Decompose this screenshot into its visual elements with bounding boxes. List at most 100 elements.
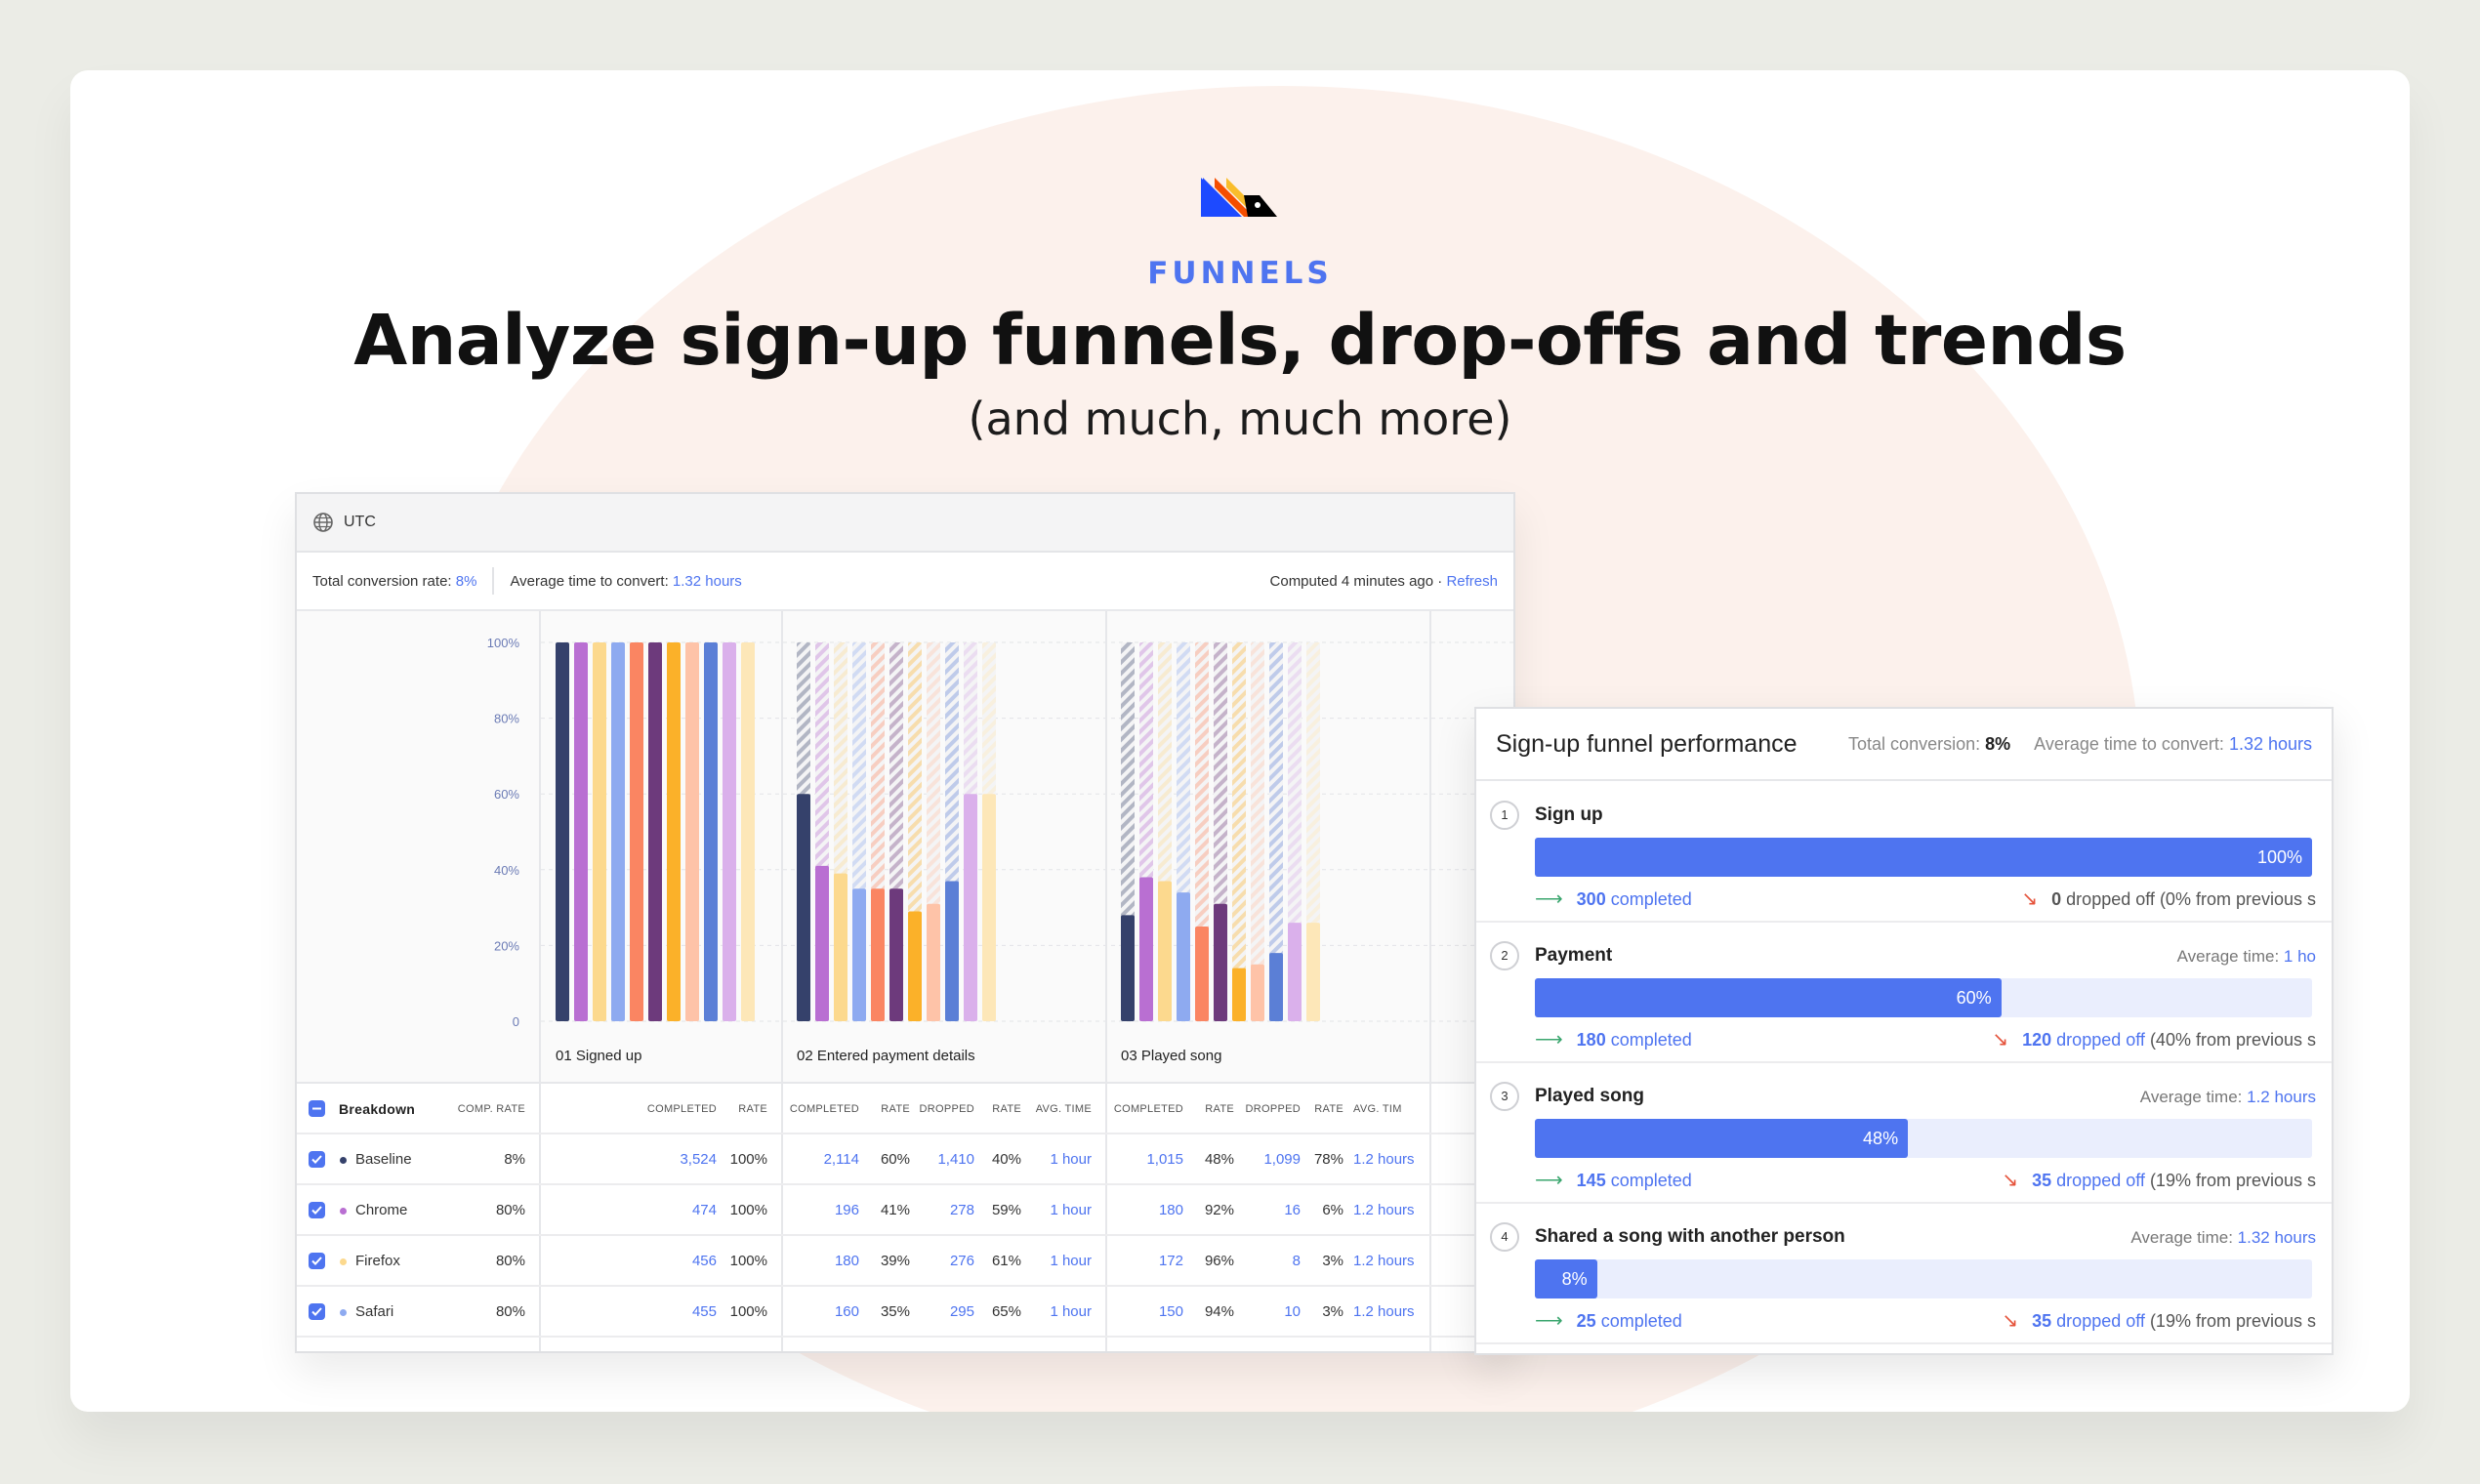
dropped-header[interactable]: DROPPED: [1245, 1103, 1301, 1115]
step-completed[interactable]: ⟶ 300 completed: [1535, 886, 1692, 911]
dropped-cell[interactable]: 1,410: [937, 1151, 974, 1168]
avg-time-cell[interactable]: 1.2 hours: [1353, 1151, 1415, 1168]
step-name: Sign up: [1535, 804, 1603, 825]
completed-word: completed: [1610, 1030, 1692, 1050]
avg-time-cell[interactable]: 1 hour: [1050, 1253, 1092, 1269]
funnel-chart-svg: 100% 80% 60% 40% 20% 0 01 Signed up 02 Entered …: [487, 636, 1513, 1064]
funnel-bar: [889, 888, 903, 1021]
rate-header[interactable]: RATE: [992, 1103, 1021, 1115]
rate-cell: 39%: [880, 1253, 910, 1269]
y-tick-label: 60%: [494, 787, 519, 802]
funnel-bar: [1288, 923, 1302, 1021]
dropped-cell[interactable]: 8: [1292, 1253, 1301, 1269]
rate-header[interactable]: RATE: [1205, 1103, 1234, 1115]
completed-cell[interactable]: 2,114: [823, 1151, 859, 1168]
funnel-bar: [574, 642, 588, 1021]
step-label: 01 Signed up: [556, 1048, 641, 1064]
completed-cell[interactable]: 160: [834, 1303, 859, 1320]
completed-cell[interactable]: 1,015: [1146, 1151, 1183, 1168]
funnel-step[interactable]: 1 Sign up 100% ⟶ 300 completed ↘ 0 dropped of…: [1476, 783, 2332, 923]
refresh-link[interactable]: Refresh: [1446, 572, 1498, 590]
dropped-cell[interactable]: 278: [949, 1202, 974, 1218]
breakdown-name: Chrome: [355, 1202, 408, 1218]
funnel-step[interactable]: 2 Payment Average time: 1 ho 60% ⟶ 180 comple…: [1476, 924, 2332, 1063]
step-dropped[interactable]: ↘ 120 dropped off (40% from previous s: [1992, 1027, 2316, 1051]
comp-rate-header[interactable]: COMP. RATE: [457, 1103, 525, 1115]
table-row[interactable]: Safari 80% 455 100% 160 35% 295 65% 1 hour 150 94%…: [297, 1287, 1513, 1338]
completed-cell[interactable]: 456: [691, 1253, 717, 1269]
row-checkbox[interactable]: [309, 1151, 325, 1168]
completed-header[interactable]: COMPLETED: [1113, 1103, 1183, 1115]
completed-header[interactable]: COMPLETED: [789, 1103, 859, 1115]
rate-cell: 35%: [880, 1303, 910, 1320]
funnel-bar: [964, 794, 977, 1021]
step-name: Shared a song with another person: [1535, 1226, 1845, 1247]
completed-cell[interactable]: 172: [1158, 1253, 1183, 1269]
step-progress-track: 8%: [1535, 1259, 2312, 1298]
funnel-bar: [1177, 892, 1190, 1021]
arrow-right-icon: ⟶: [1535, 1310, 1563, 1332]
y-tick-label: 80%: [494, 712, 519, 726]
completed-word: completed: [1610, 1171, 1692, 1190]
dropped-word: dropped off: [2056, 1311, 2145, 1331]
globe-icon[interactable]: [312, 512, 334, 533]
funnel-meta: Total conversion: 8% Average time to con…: [1848, 734, 2312, 755]
select-all-checkbox[interactable]: [309, 1100, 325, 1117]
dropped-note: (0% from previous s: [2159, 889, 2316, 909]
row-checkbox[interactable]: [309, 1253, 325, 1269]
completed-cell[interactable]: 180: [834, 1253, 859, 1269]
avg-time-header[interactable]: AVG. TIM: [1353, 1103, 1402, 1115]
dropped-cell[interactable]: 16: [1284, 1202, 1301, 1218]
funnel-bar: [1251, 964, 1264, 1021]
column-divider: [1429, 611, 1431, 1351]
completed-cell[interactable]: 3,524: [680, 1151, 717, 1168]
row-checkbox[interactable]: [309, 1202, 325, 1218]
avg-time-header[interactable]: AVG. TIME: [1035, 1103, 1092, 1115]
funnel-bar: [611, 642, 625, 1021]
completed-cell[interactable]: 455: [691, 1303, 717, 1320]
column-divider: [539, 611, 541, 1351]
rate-header[interactable]: RATE: [1314, 1103, 1343, 1115]
completed-cell[interactable]: 474: [691, 1202, 717, 1218]
dropped-cell[interactable]: 295: [949, 1303, 974, 1320]
table-row[interactable]: Baseline 8% 3,524 100% 2,114 60% 1,410 40% 1 hou…: [297, 1134, 1513, 1185]
dropped-header[interactable]: DROPPED: [919, 1103, 974, 1115]
avg-time-cell[interactable]: 1 hour: [1050, 1303, 1092, 1320]
completed-cell[interactable]: 196: [834, 1202, 859, 1218]
dropped-cell[interactable]: 276: [949, 1253, 974, 1269]
step-completed[interactable]: ⟶ 180 completed: [1535, 1027, 1692, 1051]
step-dropped[interactable]: ↘ 0 dropped off (0% from previous s: [2021, 886, 2316, 911]
rate-cell: 3%: [1322, 1303, 1343, 1320]
avg-time-cell[interactable]: 1 hour: [1050, 1151, 1092, 1168]
timezone-label[interactable]: UTC: [344, 514, 376, 530]
step-completed[interactable]: ⟶ 25 completed: [1535, 1308, 1682, 1333]
rate-cell: 78%: [1313, 1151, 1343, 1168]
comp-rate-cell: 80%: [495, 1303, 525, 1320]
completed-cell[interactable]: 180: [1158, 1202, 1183, 1218]
dropped-note: (19% from previous s: [2149, 1171, 2316, 1190]
rate-cell: 94%: [1204, 1303, 1234, 1320]
breakdown-table: Breakdown COMP. RATE COMPLETED RATE COMP…: [297, 1084, 1513, 1338]
rate-cell: 6%: [1322, 1202, 1343, 1218]
step-dropped[interactable]: ↘ 35 dropped off (19% from previous s: [2002, 1308, 2316, 1333]
funnel-step[interactable]: 4 Shared a song with another person Averag…: [1476, 1205, 2332, 1344]
avg-time-cell[interactable]: 1.2 hours: [1353, 1253, 1415, 1269]
dropped-cell[interactable]: 10: [1284, 1303, 1301, 1320]
completed-cell[interactable]: 150: [1158, 1303, 1183, 1320]
step-progress-track: 60%: [1535, 978, 2312, 1017]
avg-time-cell[interactable]: 1.2 hours: [1353, 1303, 1415, 1320]
funnel-step[interactable]: 3 Played song Average time: 1.2 hours 48% ⟶ 1…: [1476, 1064, 2332, 1204]
completed-header[interactable]: COMPLETED: [646, 1103, 717, 1115]
avg-time-cell[interactable]: 1.2 hours: [1353, 1202, 1415, 1218]
step-dropped[interactable]: ↘ 35 dropped off (19% from previous s: [2002, 1168, 2316, 1192]
table-row[interactable]: Chrome 80% 474 100% 196 41% 278 59% 1 hour 180 92%…: [297, 1185, 1513, 1236]
breakdown-header[interactable]: Breakdown: [339, 1101, 416, 1117]
dropped-cell[interactable]: 1,099: [1263, 1151, 1301, 1168]
step-completed[interactable]: ⟶ 145 completed: [1535, 1168, 1692, 1192]
step-number: 1: [1490, 801, 1519, 830]
rate-header[interactable]: RATE: [738, 1103, 767, 1115]
avg-time-cell[interactable]: 1 hour: [1050, 1202, 1092, 1218]
table-row[interactable]: Firefox 80% 456 100% 180 39% 276 61% 1 hour 172 96…: [297, 1236, 1513, 1287]
rate-header[interactable]: RATE: [881, 1103, 910, 1115]
row-checkbox[interactable]: [309, 1303, 325, 1320]
